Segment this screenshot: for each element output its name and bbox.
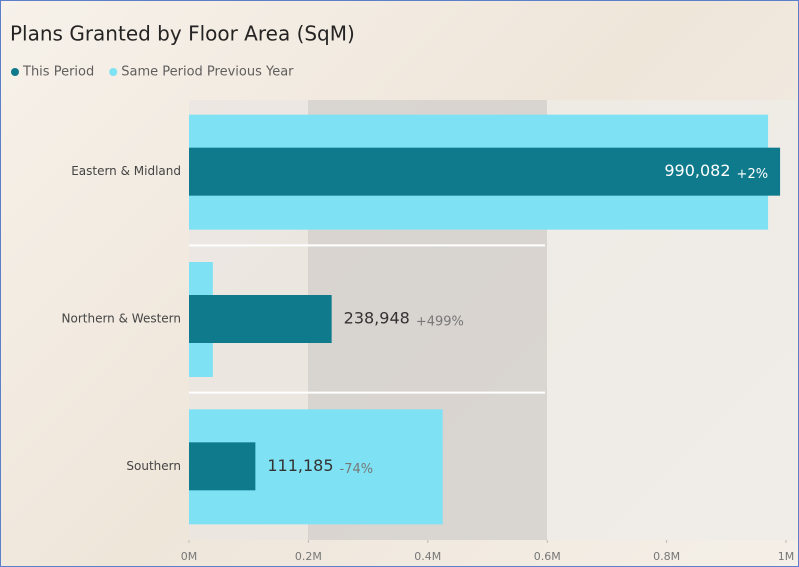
bar (189, 295, 332, 343)
x-tick-label: 0.8M (653, 550, 680, 563)
legend-marker (109, 68, 118, 76)
bar (189, 147, 781, 196)
y-tick-label: Eastern & Midland (71, 164, 181, 178)
change-label: -74% (340, 462, 374, 477)
y-tick-label: Southern (126, 459, 181, 473)
x-tick-label: 0M (181, 550, 198, 563)
x-tick-label: 1M (778, 550, 795, 563)
x-tick-label: 0.4M (414, 550, 441, 563)
data-label: 990,082 (664, 161, 730, 180)
x-tick-label: 0.6M (534, 550, 561, 563)
legend-label: Same Period Previous Year (121, 65, 294, 80)
legend-label: This Period (22, 65, 94, 80)
change-label: +2% (737, 167, 769, 182)
x-tick-label: 0.2M (295, 550, 322, 563)
chart-title: Plans Granted by Floor Area (SqM) (10, 22, 355, 46)
bar (189, 442, 256, 491)
data-label: 238,948 (344, 309, 410, 328)
change-label: +499% (416, 315, 464, 330)
legend-marker (11, 68, 19, 76)
data-label: 111,185 (267, 456, 333, 475)
y-tick-label: Northern & Western (62, 312, 181, 326)
